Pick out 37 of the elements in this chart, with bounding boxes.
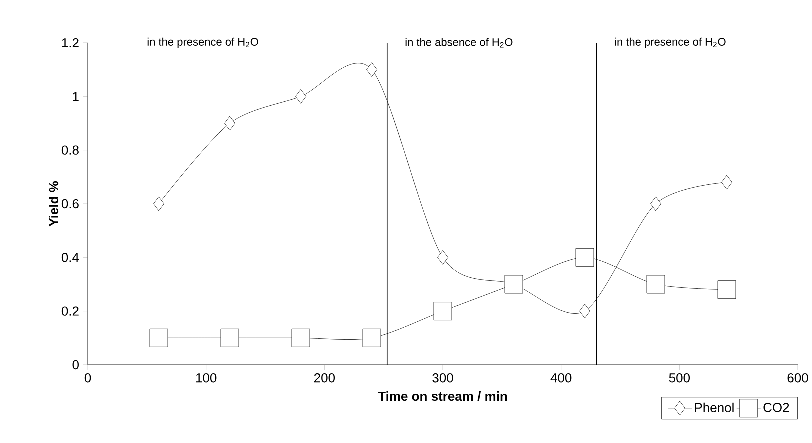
y-tick-label: 1 (73, 92, 79, 102)
x-tick-label: 0 (84, 374, 92, 383)
annotation: in the absence of H$_{2}$O (406, 38, 513, 48)
y-tick-label: 0 (72, 360, 79, 370)
legend-label: CO2 (764, 403, 790, 412)
x-tick-label: 100 (196, 374, 217, 383)
x-axis-title: Time on stream / min (378, 392, 508, 402)
point (722, 175, 732, 190)
point (220, 328, 240, 348)
point (224, 116, 236, 131)
y-tick-label: 0.8 (62, 146, 79, 155)
point (362, 328, 382, 348)
point (366, 62, 378, 78)
point (434, 302, 452, 321)
x-tick-label: 600 (788, 374, 808, 383)
point (296, 89, 306, 104)
y-tick-label: 0.6 (62, 199, 79, 209)
annotation: in the presence of H$_{2}$O (148, 38, 258, 48)
y-tick-label: 0.2 (62, 306, 79, 316)
point (438, 250, 448, 265)
legend-label: Phenol (695, 402, 734, 412)
point (150, 328, 168, 348)
y-tick-label: 0.4 (62, 253, 80, 262)
point (580, 304, 590, 319)
y-tick-label: 1.2 (62, 38, 79, 48)
point (646, 275, 666, 294)
point (718, 280, 736, 300)
point (292, 328, 310, 348)
point (576, 248, 594, 267)
y-axis-title: Yield % (49, 181, 59, 227)
annotation: in the presence of H$_{2}$O (615, 38, 726, 48)
x-tick-label: 200 (314, 374, 336, 383)
x-tick-label: 300 (432, 374, 454, 383)
x-tick-label: 400 (550, 374, 572, 383)
x-tick-label: 500 (669, 374, 690, 383)
point (650, 196, 662, 212)
point (154, 196, 164, 212)
